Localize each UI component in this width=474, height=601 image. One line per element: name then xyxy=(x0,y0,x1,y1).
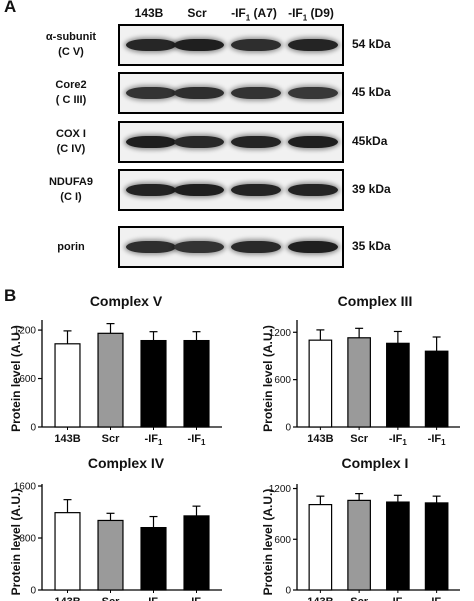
protein-band xyxy=(231,136,281,148)
x-tick-label: 143B xyxy=(54,433,80,445)
molecular-weight-label: 45kDa xyxy=(352,134,387,148)
blot-image xyxy=(118,121,344,163)
panel-a-letter: A xyxy=(4,0,16,17)
x-tick-label: -IF1 xyxy=(145,433,163,447)
protein-band xyxy=(231,39,281,51)
blot-label: NDUFA9 (C I) xyxy=(28,175,114,205)
bar xyxy=(425,503,447,590)
blot-image xyxy=(118,226,344,268)
panel-b-letter: B xyxy=(4,286,16,306)
x-tick-label: -IF1 xyxy=(145,596,163,601)
y-tick-label: 1200 xyxy=(269,484,292,495)
protein-band xyxy=(126,136,176,148)
bar xyxy=(309,505,331,590)
blot-image xyxy=(118,169,344,211)
y-tick-label: 1600 xyxy=(14,482,37,493)
y-tick-label: 600 xyxy=(19,374,36,385)
bar xyxy=(387,343,409,427)
protein-band xyxy=(174,87,224,99)
x-tick-label: 143B xyxy=(307,433,333,445)
y-tick-label: 0 xyxy=(285,423,291,434)
blot-image xyxy=(118,24,344,66)
y-tick-label: 0 xyxy=(30,423,36,434)
protein-band xyxy=(288,136,338,148)
blot-label: Core2( C III) xyxy=(28,78,114,108)
molecular-weight-label: 35 kDa xyxy=(352,239,391,253)
lane-header: -IF1 (D9) xyxy=(271,6,351,22)
y-tick-label: 1200 xyxy=(269,328,292,339)
y-axis-label: Protein level (A.U.) xyxy=(261,325,275,432)
protein-band xyxy=(174,184,224,196)
x-tick-label: -IF1 xyxy=(389,433,407,447)
x-tick-label: -IF1 xyxy=(389,596,407,601)
bar xyxy=(184,516,209,590)
x-tick-label: Scr xyxy=(102,596,120,601)
protein-band xyxy=(288,241,338,253)
molecular-weight-label: 39 kDa xyxy=(352,182,391,196)
blot-label: porin xyxy=(28,240,114,255)
protein-band xyxy=(126,39,176,51)
x-tick-label: -IF1 xyxy=(428,596,446,601)
y-tick-label: 600 xyxy=(274,535,291,546)
y-axis-label: Protein level (A.U.) xyxy=(9,489,23,596)
bar xyxy=(141,341,166,427)
blot-label: α-subunit (C V) xyxy=(28,30,114,60)
x-tick-label: -IF1 xyxy=(188,596,206,601)
bar xyxy=(348,500,370,590)
y-tick-label: 1200 xyxy=(14,326,37,337)
x-tick-label: 143B xyxy=(307,596,333,601)
y-tick-label: 0 xyxy=(30,586,36,597)
protein-band xyxy=(126,241,176,253)
chart-title: Complex III xyxy=(338,293,413,309)
bar xyxy=(425,351,447,427)
bar xyxy=(309,340,331,427)
protein-band xyxy=(174,241,224,253)
x-tick-label: -IF1 xyxy=(428,433,446,447)
x-tick-label: Scr xyxy=(102,433,120,445)
protein-band xyxy=(174,39,224,51)
protein-band xyxy=(174,136,224,148)
x-tick-label: Scr xyxy=(350,596,368,601)
x-tick-label: Scr xyxy=(350,433,368,445)
protein-band xyxy=(126,184,176,196)
molecular-weight-label: 54 kDa xyxy=(352,37,391,51)
bar xyxy=(141,528,166,590)
y-axis-label: Protein level (A.U.) xyxy=(9,325,23,432)
protein-band xyxy=(231,184,281,196)
x-tick-label: 143B xyxy=(54,596,80,601)
y-tick-label: 800 xyxy=(19,534,36,545)
protein-band xyxy=(231,87,281,99)
protein-band xyxy=(126,87,176,99)
chart-title: Complex V xyxy=(90,293,163,309)
bar xyxy=(387,502,409,590)
protein-band xyxy=(231,241,281,253)
chart-title: Complex IV xyxy=(88,455,165,471)
bar xyxy=(184,341,209,427)
y-tick-label: 600 xyxy=(274,375,291,386)
blot-image xyxy=(118,72,344,114)
bar xyxy=(98,333,123,427)
bar xyxy=(98,520,123,590)
protein-band xyxy=(288,39,338,51)
protein-band xyxy=(288,184,338,196)
blot-label: COX I (C IV) xyxy=(28,127,114,157)
protein-band xyxy=(288,87,338,99)
y-axis-label: Protein level (A.U.) xyxy=(261,489,275,596)
bar xyxy=(55,344,80,427)
x-tick-label: -IF1 xyxy=(188,433,206,447)
chart-title: Complex I xyxy=(342,455,409,471)
y-tick-label: 0 xyxy=(285,586,291,597)
molecular-weight-label: 45 kDa xyxy=(352,85,391,99)
bar xyxy=(348,338,370,427)
bar xyxy=(55,513,80,590)
